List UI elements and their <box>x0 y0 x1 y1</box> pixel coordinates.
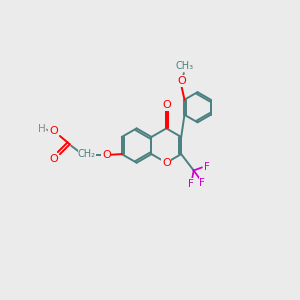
Text: F: F <box>204 163 210 172</box>
Text: O: O <box>162 158 171 168</box>
Text: O: O <box>102 150 111 160</box>
Text: F: F <box>199 178 205 188</box>
Text: H: H <box>38 124 45 134</box>
Text: O: O <box>50 154 58 164</box>
Text: F: F <box>188 179 194 189</box>
Text: O: O <box>49 126 58 136</box>
Text: O: O <box>163 100 172 110</box>
Text: CH₂: CH₂ <box>78 149 96 159</box>
Text: O: O <box>177 76 186 86</box>
Text: CH₃: CH₃ <box>176 61 194 71</box>
